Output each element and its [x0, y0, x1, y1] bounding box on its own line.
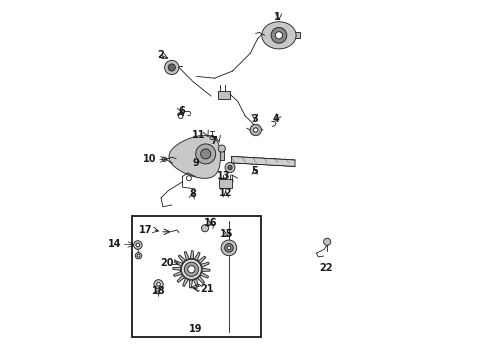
Text: 22: 22: [319, 263, 333, 273]
Text: 8: 8: [190, 189, 196, 199]
Text: 2: 2: [158, 50, 165, 60]
Circle shape: [168, 64, 175, 71]
Circle shape: [137, 254, 140, 257]
Polygon shape: [173, 251, 210, 288]
Text: 18: 18: [152, 287, 165, 296]
Circle shape: [221, 240, 237, 256]
Circle shape: [181, 258, 202, 280]
Text: 19: 19: [189, 324, 202, 334]
Circle shape: [253, 128, 258, 132]
Text: 13: 13: [217, 171, 231, 181]
Circle shape: [275, 32, 283, 39]
Circle shape: [224, 244, 233, 252]
Circle shape: [181, 259, 201, 279]
Circle shape: [188, 266, 195, 273]
Polygon shape: [169, 135, 220, 178]
Polygon shape: [231, 157, 295, 166]
Circle shape: [136, 243, 140, 247]
Text: 5: 5: [251, 166, 258, 176]
Circle shape: [135, 252, 142, 259]
Text: 11: 11: [192, 130, 206, 140]
Bar: [216, 148, 223, 160]
Text: 4: 4: [273, 113, 280, 123]
Text: 20: 20: [160, 258, 173, 268]
Polygon shape: [262, 22, 296, 49]
Bar: [293, 32, 300, 38]
Circle shape: [323, 238, 331, 246]
Text: 12: 12: [219, 188, 232, 198]
Circle shape: [227, 246, 231, 249]
Circle shape: [196, 144, 216, 164]
Bar: [218, 91, 230, 99]
Circle shape: [228, 165, 232, 170]
Text: 10: 10: [143, 154, 157, 164]
Circle shape: [225, 162, 235, 172]
Circle shape: [165, 60, 179, 75]
Text: 3: 3: [251, 113, 258, 123]
Text: 7: 7: [210, 136, 217, 146]
Text: 16: 16: [204, 218, 217, 228]
Circle shape: [271, 27, 287, 43]
Text: 15: 15: [220, 229, 234, 239]
Circle shape: [250, 124, 262, 136]
Text: 14: 14: [108, 239, 122, 249]
Circle shape: [157, 283, 160, 286]
Circle shape: [154, 280, 163, 289]
Circle shape: [201, 225, 209, 232]
Circle shape: [134, 241, 142, 249]
Text: 9: 9: [193, 158, 199, 168]
Text: 21: 21: [200, 284, 214, 294]
Text: 1: 1: [274, 13, 280, 22]
Bar: [220, 179, 232, 188]
Circle shape: [201, 149, 211, 159]
Text: 17: 17: [139, 225, 152, 235]
Circle shape: [184, 262, 198, 276]
Bar: [132, 216, 261, 337]
Text: 6: 6: [178, 107, 185, 116]
Circle shape: [218, 145, 225, 152]
